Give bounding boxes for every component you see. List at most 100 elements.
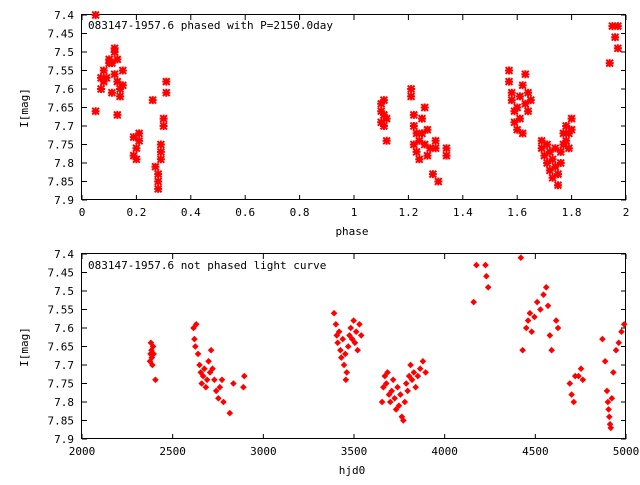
data-point [537,136,546,145]
data-point [407,92,416,101]
y-tick-label: 7.4 [54,248,74,261]
y-tick-label: 7.85 [48,176,75,189]
data-point [191,335,198,343]
x-tick-label: 2000 [69,445,96,458]
data-point [395,402,403,410]
data-point [154,184,163,194]
data-point [428,169,437,179]
data-point [519,346,526,354]
x-tick-label: 1 [351,206,358,219]
data-point [385,391,393,398]
unphased-light-curve-panel: 083147-1957.6 not phased light curve hjd… [18,248,639,477]
data-point [386,398,394,406]
data-point [612,346,620,354]
data-point [521,70,530,79]
data-point [118,66,127,75]
data-point [513,103,522,112]
y-tick-label: 7.6 [54,83,74,96]
data-point [400,417,407,424]
data-point [216,383,224,391]
x-tick-label: 3500 [341,445,368,458]
data-point [340,361,348,369]
data-point [149,343,157,350]
data-point [442,144,451,153]
data-point [504,77,514,86]
y-tick-label: 7.6 [54,322,74,335]
data-point [203,376,211,384]
data-point [546,332,554,339]
data-point [507,95,516,105]
y-tick-label: 7.65 [48,341,75,354]
data-point [562,121,571,131]
data-point [556,158,565,168]
data-point [415,155,424,164]
data-point [382,114,391,123]
data-point [159,114,168,123]
data-point [618,328,625,336]
data-point [110,70,119,79]
x-tick-label: 1.8 [562,206,582,219]
data-point [330,309,338,317]
data-point [523,88,533,97]
data-point [434,177,443,186]
data-point [575,372,582,380]
data-point [518,129,527,138]
data-point [378,398,386,406]
data-point [409,110,418,120]
y-tick-label: 7.55 [48,65,75,78]
data-point [212,387,220,395]
data-point [220,398,227,406]
data-point [380,383,387,391]
data-point [423,125,432,134]
data-point [192,320,200,328]
data-point [473,261,480,269]
data-point [379,95,389,105]
data-point [159,121,168,131]
data-point [337,354,345,361]
data-point [608,21,617,31]
data-point [570,398,578,406]
data-point [409,121,418,131]
data-point [540,151,549,160]
data-point [332,320,340,328]
data-point [579,376,587,384]
data-point [412,383,419,391]
data-point [156,147,165,157]
data-point [215,394,222,402]
data-point [156,140,165,149]
data-point [568,391,575,398]
data-point [389,376,397,384]
data-point [381,372,389,380]
data-point [613,44,622,53]
data-point [240,383,247,391]
data-point [382,136,391,145]
data-point [484,283,492,291]
data-point [526,95,535,105]
data-point [334,339,341,347]
data-point [401,398,409,406]
data-point [392,406,400,413]
x-tick-label: 1.2 [398,206,418,219]
data-point [129,132,138,142]
data-point [603,387,611,395]
data-point [91,10,100,20]
data-point [407,84,416,94]
data-point [554,324,562,332]
data-point [606,413,613,421]
data-point [162,77,171,86]
data-point [149,361,156,369]
data-point [196,361,203,369]
data-point [545,147,554,157]
data-point [207,346,215,354]
data-point [409,140,418,149]
data-point [543,158,552,168]
data-point [118,81,127,90]
data-point [96,84,106,94]
chart-title: 083147-1957.6 phased with P=2150.0day [88,19,333,32]
data-point [162,88,171,97]
data-point [599,335,606,343]
data-point [156,155,165,164]
data-point [607,424,615,432]
y-tick-label: 7.55 [48,304,75,317]
data-point [422,369,429,376]
